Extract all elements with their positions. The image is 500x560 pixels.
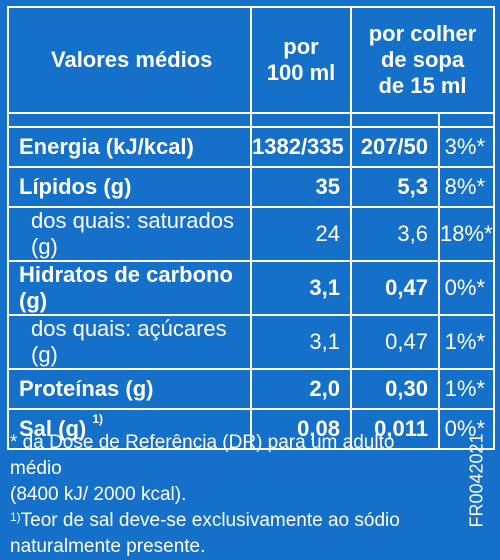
row-per100: 0,08 xyxy=(250,408,352,450)
row-per-spoon: 0,30 xyxy=(350,368,440,410)
row-pct: 0%* xyxy=(437,260,496,316)
product-code: FR0042021 xyxy=(462,420,492,540)
row-per100: 35 xyxy=(250,166,352,208)
header-per-spoon: por colher de sopa de 15 ml xyxy=(349,6,496,114)
row-pct: 1%* xyxy=(437,368,496,410)
table-row-proteinas: Proteínas (g) 2,0 0,30 1%* xyxy=(7,368,496,410)
footnote-salt-line2: naturalmente presente. xyxy=(10,536,206,557)
header-per-spoon-line2: de sopa xyxy=(380,47,465,72)
header-per-spoon-line1: por colher xyxy=(368,21,477,46)
table-row-acucares: dos quais: açúcares (g) 3,1 0,47 1%* xyxy=(7,314,496,370)
row-per100: 24 xyxy=(250,206,352,262)
footnote-salt-line1: 1)Teor de sal deve-se exclusivamente ao … xyxy=(10,508,450,534)
header-per-100ml: por 100 ml xyxy=(250,6,352,114)
table-row-lipidos: Lípidos (g) 35 5,3 8%* xyxy=(7,166,496,208)
nutrition-table: Valores médios por 100 ml por colher de … xyxy=(7,6,496,450)
row-label: dos quais: açúcares (g) xyxy=(7,314,252,370)
header-separator xyxy=(7,112,496,127)
row-pct: 18%* xyxy=(437,206,496,262)
row-per100: 2,0 xyxy=(250,368,352,410)
row-pct: 0%* xyxy=(437,408,496,450)
table-header-row: Valores médios por 100 ml por colher de … xyxy=(7,6,496,114)
header-per-100ml-line1: por xyxy=(283,34,319,59)
row-per100: 3,1 xyxy=(250,314,352,370)
product-code-text: FR0042021 xyxy=(466,432,487,528)
row-per100: 1382/335 xyxy=(250,126,352,168)
footnote-dr-line1: * da Dose de Referência (DR) para um adu… xyxy=(10,432,395,479)
row-label: dos quais: saturados (g) xyxy=(7,206,252,262)
footnote-marker: 1) xyxy=(92,412,104,426)
row-per-spoon: 0,011 xyxy=(350,408,440,450)
header-per-100ml-line2: 100 ml xyxy=(266,60,336,85)
table-row-energia: Energia (kJ/kcal) 1382/335 207/50 3%* xyxy=(7,126,496,168)
row-label: Lípidos (g) xyxy=(7,166,252,208)
row-label: Hidratos de carbono (g) xyxy=(7,260,252,316)
row-per-spoon: 3,6 xyxy=(350,206,440,262)
nutrition-panel: Valores médios por 100 ml por colher de … xyxy=(7,6,496,557)
row-pct: 1%* xyxy=(437,314,496,370)
footnote-salt-marker: 1) xyxy=(10,510,21,524)
row-label: Sal (g) 1) xyxy=(7,408,252,450)
row-label-text: Sal (g) xyxy=(19,416,87,441)
footnote-dr-line2: (8400 kJ/ 2000 kcal). xyxy=(10,484,187,505)
footnote-salt-text: Teor de sal deve-se exclusivamente ao só… xyxy=(20,510,400,531)
row-per-spoon: 0,47 xyxy=(350,260,440,316)
header-per-spoon-line3: de 15 ml xyxy=(378,73,467,98)
row-per-spoon: 5,3 xyxy=(350,166,440,208)
table-row-saturados: dos quais: saturados (g) 24 3,6 18%* xyxy=(7,206,496,262)
header-valores-medios: Valores médios xyxy=(7,6,252,114)
row-label: Proteínas (g) xyxy=(7,368,252,410)
row-pct: 3%* xyxy=(437,126,496,168)
row-per-spoon: 207/50 xyxy=(350,126,440,168)
table-row-hidratos: Hidratos de carbono (g) 3,1 0,47 0%* xyxy=(7,260,496,316)
row-pct: 8%* xyxy=(437,166,496,208)
row-label: Energia (kJ/kcal) xyxy=(7,126,252,168)
table-row-sal: Sal (g) 1) 0,08 0,011 0%* xyxy=(7,408,496,450)
footnotes: * da Dose de Referência (DR) para um adu… xyxy=(10,430,450,560)
row-per100: 3,1 xyxy=(250,260,352,316)
row-per-spoon: 0,47 xyxy=(350,314,440,370)
